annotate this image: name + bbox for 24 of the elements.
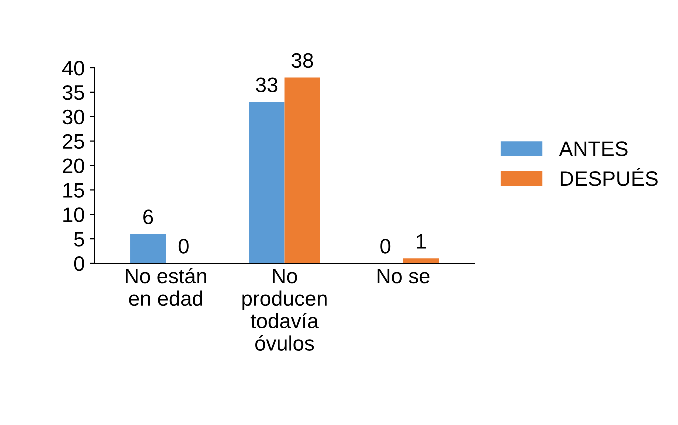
data-label: 6 [144, 210, 154, 224]
x-tick-label: No se [378, 269, 430, 284]
data-label: 0 [380, 239, 391, 254]
y-tick-label: 0 [74, 256, 84, 272]
bar [249, 102, 285, 264]
data-label: 0 [178, 239, 189, 254]
y-tick-label: 40 [62, 61, 84, 76]
y-tick-label: 20 [63, 158, 84, 174]
y-tick-label: 5 [74, 232, 84, 247]
data-label: 33 [256, 78, 278, 93]
y-tick-label: 30 [62, 110, 84, 125]
legend-label: DESPUÉS [560, 168, 658, 186]
bar [130, 234, 166, 264]
legend-label: ANTES [559, 142, 628, 156]
y-tick-label: 10 [64, 208, 84, 222]
y-tick-label: 35 [62, 85, 84, 100]
x-tick-label: No están en edad [126, 268, 206, 306]
data-label: 1 [417, 234, 426, 249]
bar [403, 258, 440, 264]
y-tick-label: 15 [64, 183, 84, 198]
data-label: 38 [292, 53, 314, 68]
y-tick-label: 25 [63, 134, 84, 150]
bar [284, 78, 320, 264]
x-tick-label: No producen todavía óvulos [242, 269, 327, 351]
